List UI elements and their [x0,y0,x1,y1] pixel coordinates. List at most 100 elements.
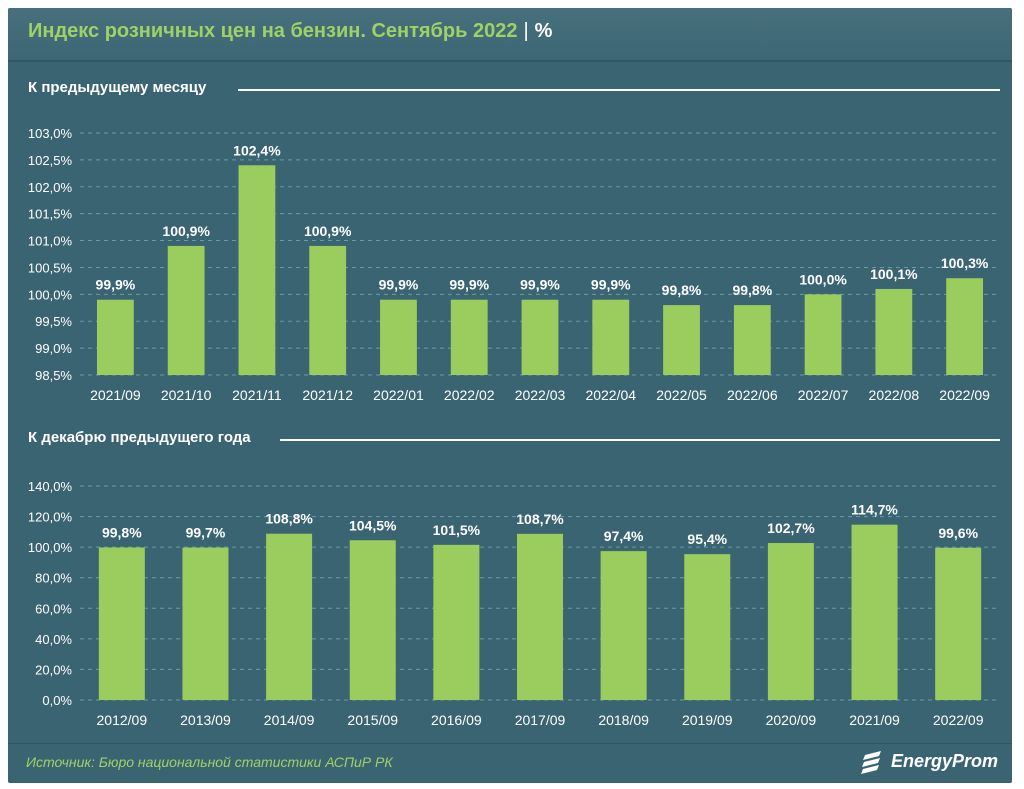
data-label: 102,7% [767,520,815,536]
footer-divider [8,743,1012,744]
y-tick-label: 102,0% [28,180,73,195]
x-tick-label: 2014/09 [264,712,315,728]
section-rule-ytd [280,439,1000,441]
bar [182,547,229,700]
x-tick-label: 2022/08 [869,387,920,403]
data-label: 114,7% [851,502,898,518]
y-tick-label: 60,0% [35,601,72,616]
data-label: 99,8% [102,524,142,540]
y-tick-label: 103,0% [28,126,73,141]
x-tick-label: 2020/09 [766,712,817,728]
y-tick-label: 99,5% [35,314,72,329]
data-label: 102,4% [233,142,281,158]
bar [349,540,396,700]
x-tick-label: 2012/09 [97,712,148,728]
y-tick-label: 100,0% [28,540,73,555]
bar [946,278,984,375]
bar [96,299,134,375]
data-label: 99,8% [662,282,702,298]
y-tick-label: 120,0% [28,510,73,525]
data-label: 99,9% [591,277,631,293]
bar [600,551,647,700]
chart-title: Индекс розничных цен на бензин. Сентябрь… [28,20,552,43]
x-tick-label: 2021/09 [90,387,141,403]
data-label: 99,9% [449,277,489,293]
data-label: 101,5% [433,522,481,538]
x-tick-label: 2022/01 [373,387,424,403]
x-tick-label: 2013/09 [180,712,231,728]
x-tick-label: 2016/09 [431,712,482,728]
x-tick-label: 2021/09 [849,712,900,728]
y-tick-label: 102,5% [28,153,73,168]
x-tick-label: 2021/11 [232,387,282,403]
y-tick-label: 100,0% [28,287,73,302]
y-tick-label: 40,0% [35,632,72,647]
bar [517,533,563,700]
bar [309,245,347,375]
data-label: 95,4% [687,531,727,547]
section-title-ytd: К декабрю предыдущего года [28,429,251,446]
x-tick-label: 2015/09 [347,712,398,728]
title-text: Индекс розничных цен на бензин. Сентябрь… [28,20,518,42]
title-separator: | [523,20,529,42]
y-tick-label: 140,0% [28,479,73,494]
title-unit: % [534,20,553,42]
data-label: 108,7% [516,511,564,527]
data-label: 99,8% [732,282,772,298]
bar [380,299,417,375]
bar [875,288,913,375]
x-tick-label: 2022/07 [798,387,849,403]
data-label: 99,9% [379,277,419,293]
x-tick-label: 2022/09 [933,712,984,728]
brand-logo: EnergyProm [859,747,998,775]
data-label: 100,9% [304,223,352,239]
data-label: 108,8% [265,511,313,527]
x-tick-label: 2022/06 [727,387,778,403]
bar [733,305,771,375]
bar [592,299,630,375]
bar [167,245,205,375]
bar [521,299,559,375]
x-tick-label: 2022/09 [939,387,990,403]
bar [684,554,731,700]
y-tick-label: 80,0% [35,571,72,586]
bar [663,305,700,375]
data-label: 100,3% [941,255,989,271]
x-tick-label: 2019/09 [682,712,733,728]
bar [767,543,814,700]
y-tick-label: 0,0% [42,693,72,708]
data-label: 99,7% [186,525,226,541]
bar [238,165,276,375]
y-tick-label: 101,0% [28,234,73,249]
energyprom-logo-icon [860,751,881,774]
chart-monthly: 98,5% 99,0% 99,5% 100,0% 100,5% 101,0% 101,5% 1… [28,126,1000,403]
brand-name: EnergyProm [890,750,998,771]
y-tick-label: 100,5% [28,260,73,275]
bar [804,294,842,375]
y-tick-label: 101,5% [28,207,73,222]
data-label: 99,9% [520,277,560,293]
x-tick-label: 2021/10 [161,387,212,403]
title-divider [8,60,1012,62]
title-bar: Индекс розничных цен на бензин. Сентябрь… [8,8,1012,60]
x-tick-label: 2022/05 [656,387,707,403]
data-label: 99,6% [938,525,978,541]
infographic-panel: Индекс розничных цен на бензин. Сентябрь… [8,8,1012,783]
x-tick-label: 2022/03 [515,387,566,403]
y-tick-label: 98,5% [35,368,72,383]
bar [266,533,313,700]
bar [851,524,898,700]
data-label: 100,1% [870,266,918,282]
bar [935,547,982,700]
data-label: 97,4% [604,528,644,544]
data-label: 100,9% [162,223,210,239]
section-title-monthly: К предыдущему месяцу [28,79,207,96]
data-label: 100,0% [799,271,847,287]
x-tick-label: 2017/09 [515,712,566,728]
bar [433,544,480,700]
chart-ytd: 0,0% 20,0% 40,0% 60,0% 80,0% 100,0% 120,0% 140,… [28,479,1000,728]
bar [98,547,145,700]
source-note: Источник: Бюро национальной статистики А… [26,754,393,770]
data-label: 99,9% [96,277,136,293]
bar [450,299,488,375]
